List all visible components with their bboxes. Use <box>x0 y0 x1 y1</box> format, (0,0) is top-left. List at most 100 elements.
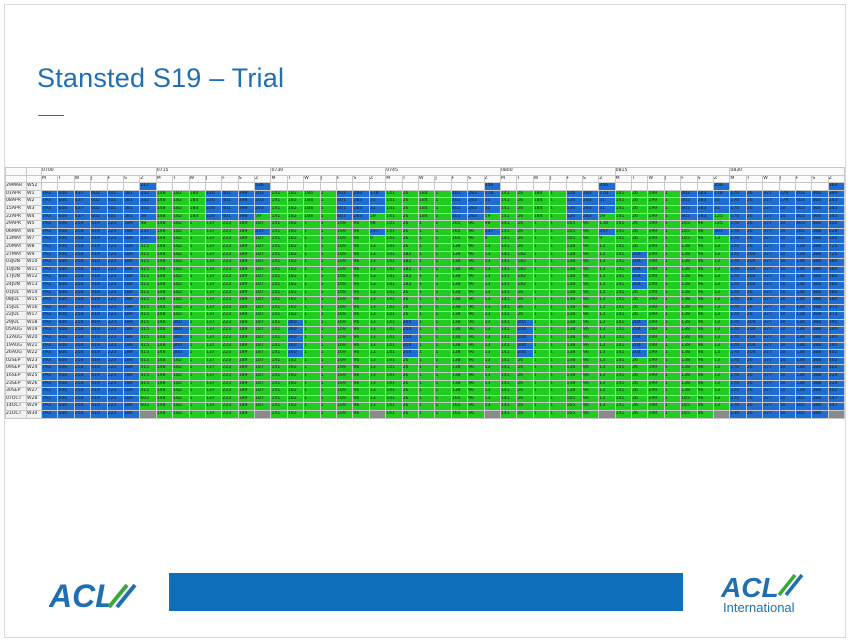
grid-cell: 170 <box>729 296 747 305</box>
grid-cell: 26 <box>401 311 419 320</box>
row-date: 13MAY <box>5 235 27 244</box>
grid-cell: 223 <box>221 280 239 290</box>
grid-cell: 26 <box>745 227 764 237</box>
grid-cell: 13 <box>598 387 616 396</box>
grid-cell: 606 <box>57 273 75 282</box>
grid-cell: 148 <box>155 326 174 336</box>
grid-cell: 199 <box>647 364 665 374</box>
grid-cell: 1 <box>417 402 436 411</box>
grid-cell: 199 <box>647 296 665 305</box>
grid-cell: 165 <box>450 410 469 419</box>
grid-cell: 148 <box>155 356 174 366</box>
grid-cell: 170 <box>729 280 747 290</box>
grid-cell: 283 <box>696 212 715 222</box>
grid-cell: 26 <box>516 296 534 305</box>
grid-cell: 26 <box>745 410 764 419</box>
grid-cell <box>614 182 633 191</box>
grid-cell: 223 <box>221 311 239 320</box>
grid-cell: 1 <box>319 227 338 237</box>
grid-cell: 1 <box>188 273 206 282</box>
grid-cell: 148 <box>155 212 174 222</box>
grid-cell: 137 <box>204 265 223 275</box>
grid-cell: 1 <box>532 372 551 381</box>
day-letter: J <box>663 174 682 184</box>
grid-cell: 13 <box>598 280 616 290</box>
grid-cell: 165 <box>565 220 583 229</box>
grid-cell: 1 <box>549 372 567 381</box>
grid-cell: 10 <box>778 242 796 252</box>
grid-cell: 141 <box>499 250 518 260</box>
grid-cell: 138 <box>565 250 583 260</box>
grid-cell: 170 <box>729 197 747 206</box>
grid-cell <box>368 182 387 191</box>
grid-cell: 148 <box>155 334 174 343</box>
day-letter: Z <box>713 174 731 184</box>
grid-cell: 415 <box>139 303 157 313</box>
grid-cell: 182 <box>516 265 534 275</box>
grid-cell <box>631 182 649 191</box>
day-letter: F <box>794 174 813 184</box>
grid-cell: 1 <box>417 280 436 290</box>
grid-cell <box>647 182 665 191</box>
grid-cell: 199 <box>647 349 665 358</box>
grid-cell: 254 <box>73 303 92 313</box>
grid-cell <box>745 182 764 191</box>
row-week: W9 <box>26 250 42 260</box>
grid-cell: 182 <box>172 227 190 237</box>
row-date: 10JUN <box>5 265 27 275</box>
grid-cell <box>319 182 338 191</box>
grid-cell: 26 <box>401 242 419 252</box>
grid-cell: 223 <box>106 341 124 351</box>
grid-cell: 13 <box>483 265 501 275</box>
grid-cell: 138 <box>794 318 813 328</box>
grid-cell <box>188 182 206 191</box>
day-letter: S <box>811 174 829 184</box>
grid-cell: 96 <box>467 280 485 290</box>
day-letter: M <box>40 174 59 184</box>
grid-cell: 377 <box>762 372 780 381</box>
grid-cell: 96 <box>696 364 715 374</box>
grid-cell: 96 <box>581 394 600 404</box>
grid-cell: 1 <box>303 318 321 328</box>
grid-cell: 13 <box>368 288 387 298</box>
grid-cell: 793 <box>40 326 59 336</box>
grid-cell <box>286 182 305 191</box>
grid-cell: 1 <box>319 212 338 222</box>
grid-cell: 1 <box>532 402 551 411</box>
grid-cell: 419 <box>90 364 108 374</box>
grid-cell: 187 <box>254 372 272 381</box>
grid-cell: 580 <box>827 288 845 298</box>
grid-cell: 388 <box>811 250 829 260</box>
grid-cell: 148 <box>155 349 174 358</box>
grid-cell: 13 <box>713 402 731 411</box>
grid-cell: 419 <box>90 288 108 298</box>
grid-cell: 297 <box>598 227 616 237</box>
grid-cell: 1 <box>549 303 567 313</box>
grid-cell: 254 <box>73 372 92 381</box>
grid-cell: 170 <box>729 387 747 396</box>
grid-cell: 1 <box>434 387 452 396</box>
grid-cell: 793 <box>40 394 59 404</box>
grid-cell: 138 <box>794 349 813 358</box>
grid-cell: 138 <box>680 311 698 320</box>
grid-cell: 178 <box>598 189 616 199</box>
grid-cell: 199 <box>647 220 665 229</box>
grid-cell: 1 <box>549 189 567 199</box>
grid-cell: 254 <box>73 410 92 419</box>
grid-cell: 96 <box>467 318 485 328</box>
grid-cell: 13 <box>598 372 616 381</box>
grid-cell: 254 <box>73 235 92 244</box>
grid-cell: 96 <box>467 311 485 320</box>
grid-cell: 182 <box>286 227 305 237</box>
row-date: 30SEP <box>5 387 27 396</box>
grid-cell: 402 <box>680 189 698 199</box>
grid-cell: 466 <box>811 197 829 206</box>
grid-cell: 204 <box>631 334 649 343</box>
grid-cell: 1 <box>434 379 452 389</box>
table-row: 24JUN W13 793 606 254 419 223 189 415 148 182 1 137 2… <box>5 280 845 290</box>
grid-cell: 138 <box>794 303 813 313</box>
grid-cell: 388 <box>811 364 829 374</box>
grid-cell: 26 <box>401 356 419 366</box>
grid-cell: 141 <box>614 197 633 206</box>
grid-cell: 138 <box>794 372 813 381</box>
